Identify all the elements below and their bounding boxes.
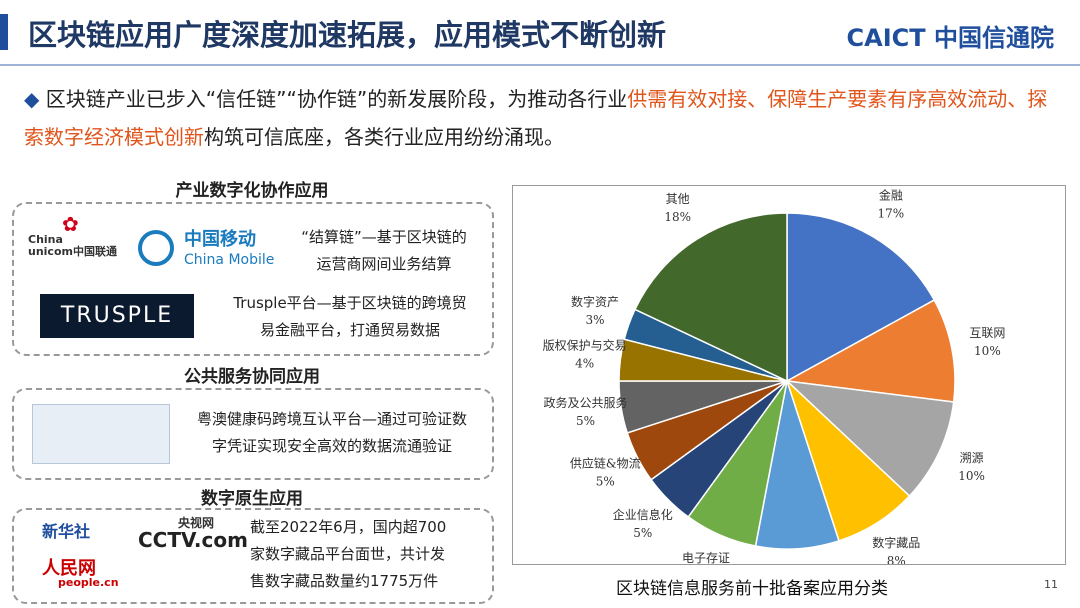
- section-box: 新华社 人民网 people.cn 央视网 CCTV.com 截至2022年6月…: [12, 508, 494, 604]
- slice-value-label: 18%: [664, 210, 691, 224]
- logo-text: China: [28, 233, 63, 246]
- logo-text: 新华社: [42, 522, 91, 541]
- header-rule: [0, 64, 1080, 66]
- pie-slice: [784, 379, 955, 498]
- mobile-icon: [138, 230, 174, 266]
- logo-text: 人民网: [42, 558, 96, 579]
- chart-title: 区块链信息服务前十批备案应用分类: [616, 579, 888, 599]
- title-bar: [0, 14, 8, 50]
- intro-text: 构筑可信底座，各类行业应用纷纷涌现。: [204, 125, 564, 149]
- logo: TRUSPLE: [40, 294, 194, 338]
- item-text: 粤澳健康码跨境互认平台—通过可验证数 字凭证实现安全高效的数据流通验证: [174, 406, 490, 460]
- text-line: “结算链”—基于区块链的: [301, 228, 467, 246]
- intro-highlight: 供需有效对接、保障生产要素有序高效流动、探索数字经济模式创新: [24, 87, 1048, 149]
- page-number: 11: [1044, 578, 1058, 591]
- slice-value-label: 10%: [974, 344, 1001, 358]
- section-heading: 数字原生应用: [201, 489, 303, 509]
- slice-value-label: 17%: [878, 206, 905, 220]
- slice-label: 数字资产: [571, 294, 619, 309]
- text-line: 家数字藏品平台面世，共计发: [250, 545, 446, 563]
- slice-value-label: 5%: [596, 475, 615, 489]
- pie-slice: [633, 212, 788, 383]
- logo-text: people.cn: [58, 576, 119, 589]
- app-screenshot: [32, 404, 170, 464]
- pie-slice: [786, 212, 936, 383]
- slice-value-label: 8%: [887, 554, 906, 564]
- text-line: 字凭证实现安全高效的数据流通验证: [211, 437, 452, 455]
- logo-text: 中国移动: [184, 229, 256, 250]
- chart-frame: 金融17%互联网10%溯源10%数字藏品8%供应链金融8%电子存证7%企业信息化…: [512, 185, 1066, 600]
- section-box: China unicom中国联通 ✿ 中国移动 China Mobile “结算链”…: [12, 202, 494, 356]
- slice-value-label: 4%: [575, 356, 594, 370]
- slice-label: 溯源: [960, 450, 984, 465]
- logo-text: unicom中国联通: [28, 245, 117, 258]
- logo: China unicom中国联通: [28, 234, 117, 258]
- logo: CAICT 中国信通院: [847, 18, 1054, 53]
- slice-label: 政务及公共服务: [544, 395, 628, 410]
- logo-en: CAICT: [846, 24, 926, 52]
- slide-title: 区块链应用广度深度加速拓展，应用模式不断创新: [28, 18, 667, 52]
- slice-label: 其他: [666, 192, 690, 206]
- bullet: ◆: [24, 87, 46, 111]
- slice-label: 企业信息化: [613, 507, 673, 522]
- item-text: 截至2022年6月，国内超700 家数字藏品平台面世，共计发 售数字藏品数量约177…: [250, 514, 490, 595]
- text-line: 运营商网间业务结算: [316, 255, 452, 273]
- text-line: Trusple平台—基于区块链的跨境贸: [233, 294, 467, 312]
- logo-text: CCTV.com: [138, 528, 248, 552]
- slice-value-label: 5%: [576, 414, 595, 428]
- logo-cn: 中国信通院: [934, 24, 1054, 52]
- section-heading: 产业数字化协作应用: [175, 181, 329, 201]
- pie-slice: [784, 299, 956, 403]
- item-text: “结算链”—基于区块链的 运营商网间业务结算: [284, 224, 484, 278]
- logo: 中国移动 China Mobile: [184, 230, 274, 270]
- slice-label: 供应链&物流: [570, 456, 641, 471]
- slice-label: 金融: [879, 187, 903, 202]
- logo-text: 央视网: [178, 516, 215, 530]
- section-box: 粤澳健康码跨境互认平台—通过可验证数 字凭证实现安全高效的数据流通验证: [12, 388, 494, 480]
- text-line: 易金融平台，打通贸易数据: [259, 321, 440, 339]
- slice-label: 互联网: [969, 326, 1005, 340]
- text-line: 粤澳健康码跨境互认平台—通过可验证数: [196, 410, 467, 428]
- slice-label: 版权保护与交易: [543, 337, 627, 352]
- slice-value-label: 5%: [633, 526, 652, 540]
- pie-chart: 金融17%互联网10%溯源10%数字藏品8%供应链金融8%电子存证7%企业信息化…: [543, 187, 1006, 599]
- slice-value-label: 3%: [586, 313, 605, 327]
- text-line: 售数字藏品数量约1775万件: [250, 572, 439, 590]
- section-heading: 公共服务协同应用: [184, 367, 320, 387]
- slice-value-label: 10%: [958, 469, 985, 483]
- intro: ◆ 区块链产业已步入“信任链”“协作链”的新发展阶段，为推动各行业供需有效对接、…: [24, 80, 1064, 156]
- slice-label: 电子存证: [682, 551, 730, 564]
- item-text: Trusple平台—基于区块链的跨境贸 易金融平台，打通贸易数据: [210, 290, 490, 344]
- intro-text: 区块链产业已步入“信任链”“协作链”的新发展阶段，为推动各行业: [45, 87, 628, 111]
- logo-text: China Mobile: [184, 252, 275, 268]
- unicom-icon: ✿: [62, 212, 79, 236]
- slice-label: 数字藏品: [872, 535, 920, 550]
- text-line: 截至2022年6月，国内超700: [250, 518, 447, 536]
